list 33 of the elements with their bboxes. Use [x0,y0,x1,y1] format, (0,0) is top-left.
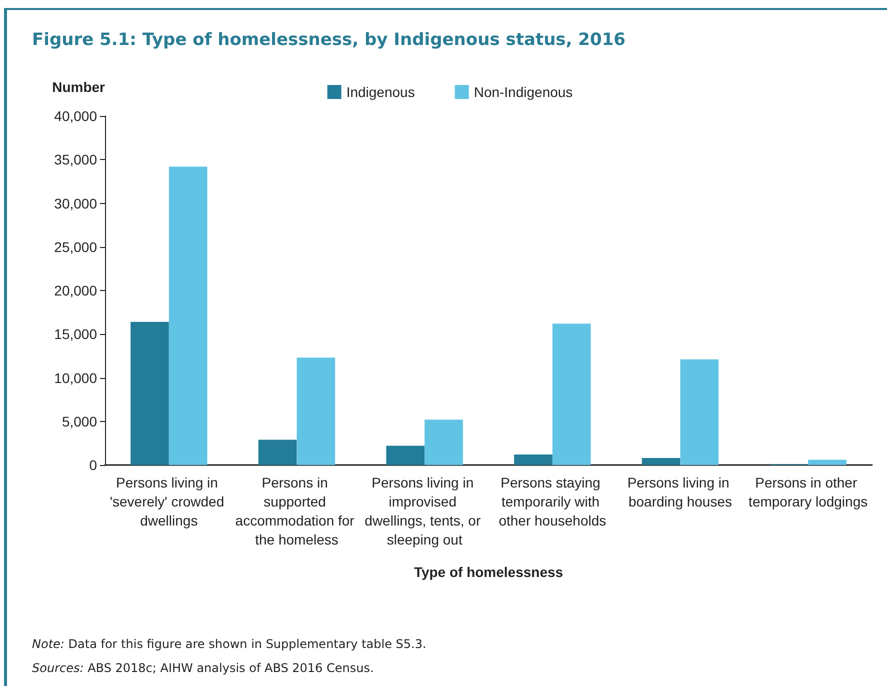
chart-title: Figure 5.1: Type of homelessness, by Indigenous status, 2016 [32,30,626,50]
x-tick-label: Persons in other temporary lodgings [748,474,868,510]
y-axis-title: Number [52,79,106,95]
y-tick-label: 30,000 [54,195,98,212]
y-tick-label: 20,000 [54,282,98,298]
bar [552,324,591,465]
x-tick-label: Persons living in boarding houses [627,474,734,510]
x-tick-label: Persons in supported accommodation for the homeless [235,474,358,548]
bar [808,460,846,465]
y-tick-label: 10,000 [54,370,98,386]
y-tick-label: 0 [89,457,98,473]
bar [424,420,463,465]
y-tick-label: 35,000 [54,152,98,168]
x-axis-title: Type of homelessness [414,564,564,580]
x-tick-label: Persons staying temporarily with other households [498,474,606,528]
x-tick-label: Persons living in improvised dwellings, tents, or sleeping out [364,474,485,548]
bar [130,322,169,465]
source-note: Sources: ABS 2018c; AIHW analysis of ABS 2016 Census. [32,660,375,677]
bar [642,458,680,465]
y-tick-label: 25,000 [54,238,98,255]
legend-label: Non-Indigenous [474,84,573,100]
legend-label: Indigenous [346,84,415,100]
text: Note: Data for this figure are shown in Supplementary table S5.3. [32,636,426,653]
bar [386,446,425,465]
bar [514,454,552,465]
y-tick-label: 15,000 [54,326,98,342]
y-tick-label: 5,000 [62,413,98,430]
bar [168,166,208,465]
bar [296,358,336,465]
x-tick-label: Persons living in 'severely' crowded dwellings [110,474,228,528]
bar [258,440,297,465]
bar [680,359,719,465]
y-tick-label: 40,000 [54,108,98,124]
